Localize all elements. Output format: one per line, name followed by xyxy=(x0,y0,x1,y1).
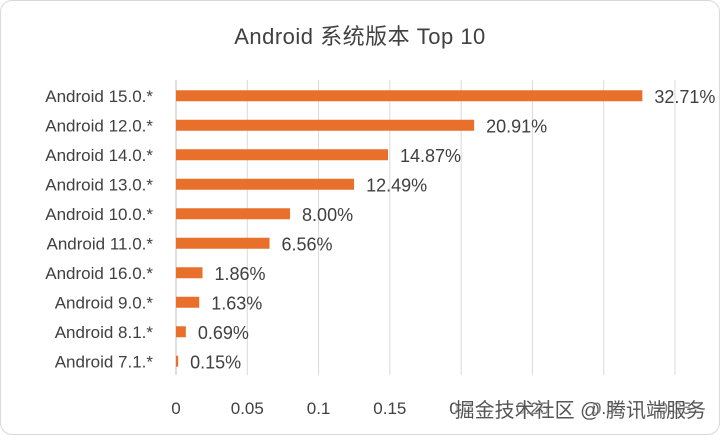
x-tick-label: 0.15 xyxy=(373,399,406,418)
category-label: Android 10.0.* xyxy=(45,205,153,224)
data-label: 20.91% xyxy=(486,116,547,136)
bar xyxy=(176,208,291,220)
data-label: 1.63% xyxy=(211,293,262,313)
x-tick-label: 0.1 xyxy=(307,399,331,418)
category-label: Android 11.0.* xyxy=(47,234,154,253)
data-label: 1.86% xyxy=(215,264,266,284)
category-label: Android 8.1.* xyxy=(55,323,154,342)
bar xyxy=(176,149,389,161)
data-label: 14.87% xyxy=(400,146,461,166)
data-label: 8.00% xyxy=(302,205,353,225)
x-tick-label: 0.25 xyxy=(516,399,549,418)
bar xyxy=(176,178,355,190)
data-label: 12.49% xyxy=(366,175,427,195)
data-label: 6.56% xyxy=(282,234,333,254)
bar xyxy=(176,119,475,131)
bar xyxy=(176,296,200,308)
category-label: Android 12.0.* xyxy=(45,116,153,135)
x-tick-label: 0.05 xyxy=(231,399,264,418)
bar xyxy=(176,355,179,367)
watermark: 掘金技术社区 @ 腾讯端服务 xyxy=(454,400,706,422)
category-label: Android 13.0.* xyxy=(45,175,153,194)
bar xyxy=(176,267,203,279)
bar xyxy=(176,326,186,338)
category-label: Android 14.0.* xyxy=(45,146,153,165)
category-label: Android 16.0.* xyxy=(45,264,153,283)
category-label: Android 7.1.* xyxy=(55,352,154,371)
x-tick-label: 0.35 xyxy=(658,399,691,418)
bar xyxy=(176,90,643,102)
x-tick-label: 0 xyxy=(171,399,180,418)
category-label: Android 9.0.* xyxy=(55,293,154,312)
x-tick-label: 0.2 xyxy=(449,399,473,418)
chart-title: Android 系统版本 Top 10 xyxy=(234,24,486,49)
data-label: 0.15% xyxy=(190,352,241,372)
bar xyxy=(176,237,270,249)
data-label: 32.71% xyxy=(654,87,715,107)
data-label: 0.69% xyxy=(198,323,249,343)
category-label: Android 15.0.* xyxy=(45,87,153,106)
x-tick-label: 0.3 xyxy=(592,399,616,418)
